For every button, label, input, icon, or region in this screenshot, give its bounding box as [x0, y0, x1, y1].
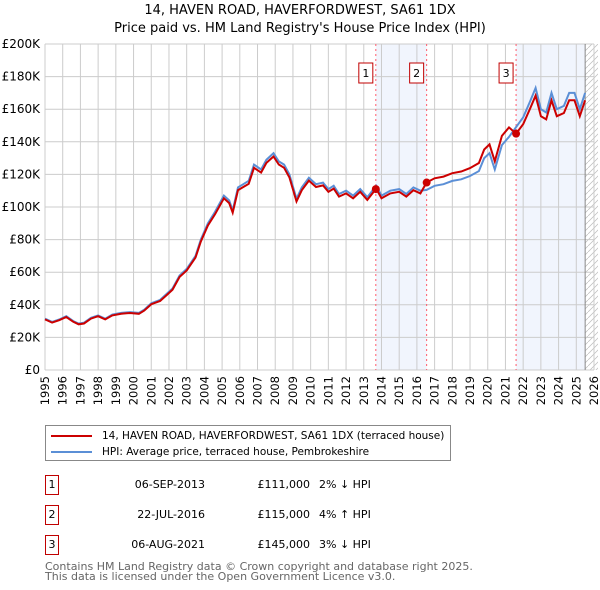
sale-marker-badge: 1 [45, 475, 59, 495]
x-tick-label: 2021 [498, 376, 512, 405]
y-tick-label: £140K [2, 135, 42, 149]
x-tick-label: 2008 [268, 376, 282, 405]
sale-point [422, 178, 431, 187]
sale-label: 3 [503, 67, 510, 80]
x-tick-label: 2013 [357, 376, 371, 405]
footer-licence: This data is licensed under the Open Gov… [45, 570, 396, 583]
legend-label: 14, HAVEN ROAD, HAVERFORDWEST, SA61 1DX … [102, 430, 445, 442]
sale-hpi-diff: 2% ↓ HPI [319, 478, 371, 491]
x-tick-label: 2004 [197, 376, 211, 405]
x-tick-label: 2000 [127, 376, 141, 405]
x-tick-label: 2020 [481, 376, 495, 405]
x-tick-label: 2003 [180, 376, 194, 405]
x-tick-label: 2014 [374, 376, 388, 405]
y-tick-label: £0 [25, 363, 40, 377]
sale-price: £115,000 [257, 508, 311, 521]
x-tick-label: 2026 [587, 376, 600, 405]
y-tick-label: £100K [2, 200, 42, 214]
x-tick-label: 2005 [215, 376, 229, 405]
y-tick-label: £180K [2, 70, 42, 84]
y-tick-label: £40K [9, 298, 41, 312]
y-tick-label: £120K [2, 167, 42, 181]
x-tick-label: 1999 [109, 376, 123, 405]
chart-title: 14, HAVEN ROAD, HAVERFORDWEST, SA61 1DX [144, 3, 456, 18]
sale-label: 2 [413, 67, 420, 80]
legend-item-hpi: HPI: Average price, terraced house, Pemb… [51, 444, 369, 460]
y-tick-label: £80K [9, 233, 41, 247]
price-chart: 1995 1996 1997 1998 1999 2000 2001 2002 2003 2004… [2, 37, 600, 405]
y-tick-label: £60K [9, 265, 41, 279]
sale-row: 3 06-AUG-2021 £145,000 3% ↓ HPI [45, 535, 495, 557]
x-tick-label: 1997 [73, 376, 87, 405]
x-tick-label: 2001 [144, 376, 158, 405]
hpi-line [44, 84, 587, 325]
y-tick-label: £20K [9, 330, 41, 344]
x-tick-label: 2018 [445, 376, 459, 405]
sale-row: 2 22-JUL-2016 £115,000 4% ↑ HPI [45, 505, 495, 527]
x-tick-label: 2022 [516, 376, 530, 405]
x-tick-label: 2010 [304, 376, 318, 405]
sale-date: 06-SEP-2013 [134, 478, 205, 491]
x-tick-label: 2025 [569, 376, 583, 405]
sale-price: £145,000 [257, 538, 311, 551]
x-tick-label: 2009 [286, 376, 300, 405]
sale-label-box [498, 62, 514, 84]
sale-label: 1 [362, 67, 369, 80]
legend-line-blue [51, 451, 92, 453]
x-tick-label: 2015 [392, 376, 406, 405]
sale-price: £111,000 [257, 478, 311, 491]
price-paid-line [44, 92, 587, 326]
sale-marker-badge: 2 [45, 505, 59, 525]
x-tick-label: 2011 [321, 376, 335, 405]
x-tick-label: 2019 [463, 376, 477, 405]
sale-hpi-diff: 4% ↑ HPI [319, 508, 371, 521]
sale-hpi-diff: 3% ↓ HPI [319, 538, 371, 551]
x-tick-label: 2006 [233, 376, 247, 405]
footer-copyright: Contains HM Land Registry data © Crown c… [45, 560, 473, 573]
sale-date: 06-AUG-2021 [131, 538, 205, 551]
x-tick-label: 2023 [534, 376, 548, 405]
x-tick-label: 2017 [428, 376, 442, 405]
y-tick-label: £160K [2, 102, 42, 116]
legend-item-property: 14, HAVEN ROAD, HAVERFORDWEST, SA61 1DX … [51, 428, 444, 444]
sale-label-box [358, 62, 374, 84]
sale-marker-badge: 3 [45, 535, 59, 555]
x-tick-label: 2007 [251, 376, 265, 405]
y-tick-label: £200K [2, 37, 42, 51]
sale-point [371, 185, 380, 194]
x-tick-label: 1995 [38, 376, 52, 405]
x-tick-label: 1996 [56, 376, 70, 405]
legend: 14, HAVEN ROAD, HAVERFORDWEST, SA61 1DX … [45, 425, 451, 461]
x-tick-label: 2012 [339, 376, 353, 405]
sale-date: 22-JUL-2016 [137, 508, 205, 521]
chart-subtitle: Price paid vs. HM Land Registry's House … [114, 21, 486, 36]
x-tick-label: 2016 [410, 376, 424, 405]
x-tick-label: 1998 [91, 376, 105, 405]
legend-line-red [51, 435, 92, 437]
sale-row: 1 06-SEP-2013 £111,000 2% ↓ HPI [45, 475, 495, 497]
sale-point [512, 129, 521, 138]
sale-label-box [409, 62, 425, 84]
x-tick-label: 2024 [552, 376, 566, 405]
x-tick-label: 2002 [162, 376, 176, 405]
legend-label: HPI: Average price, terraced house, Pemb… [102, 446, 370, 458]
